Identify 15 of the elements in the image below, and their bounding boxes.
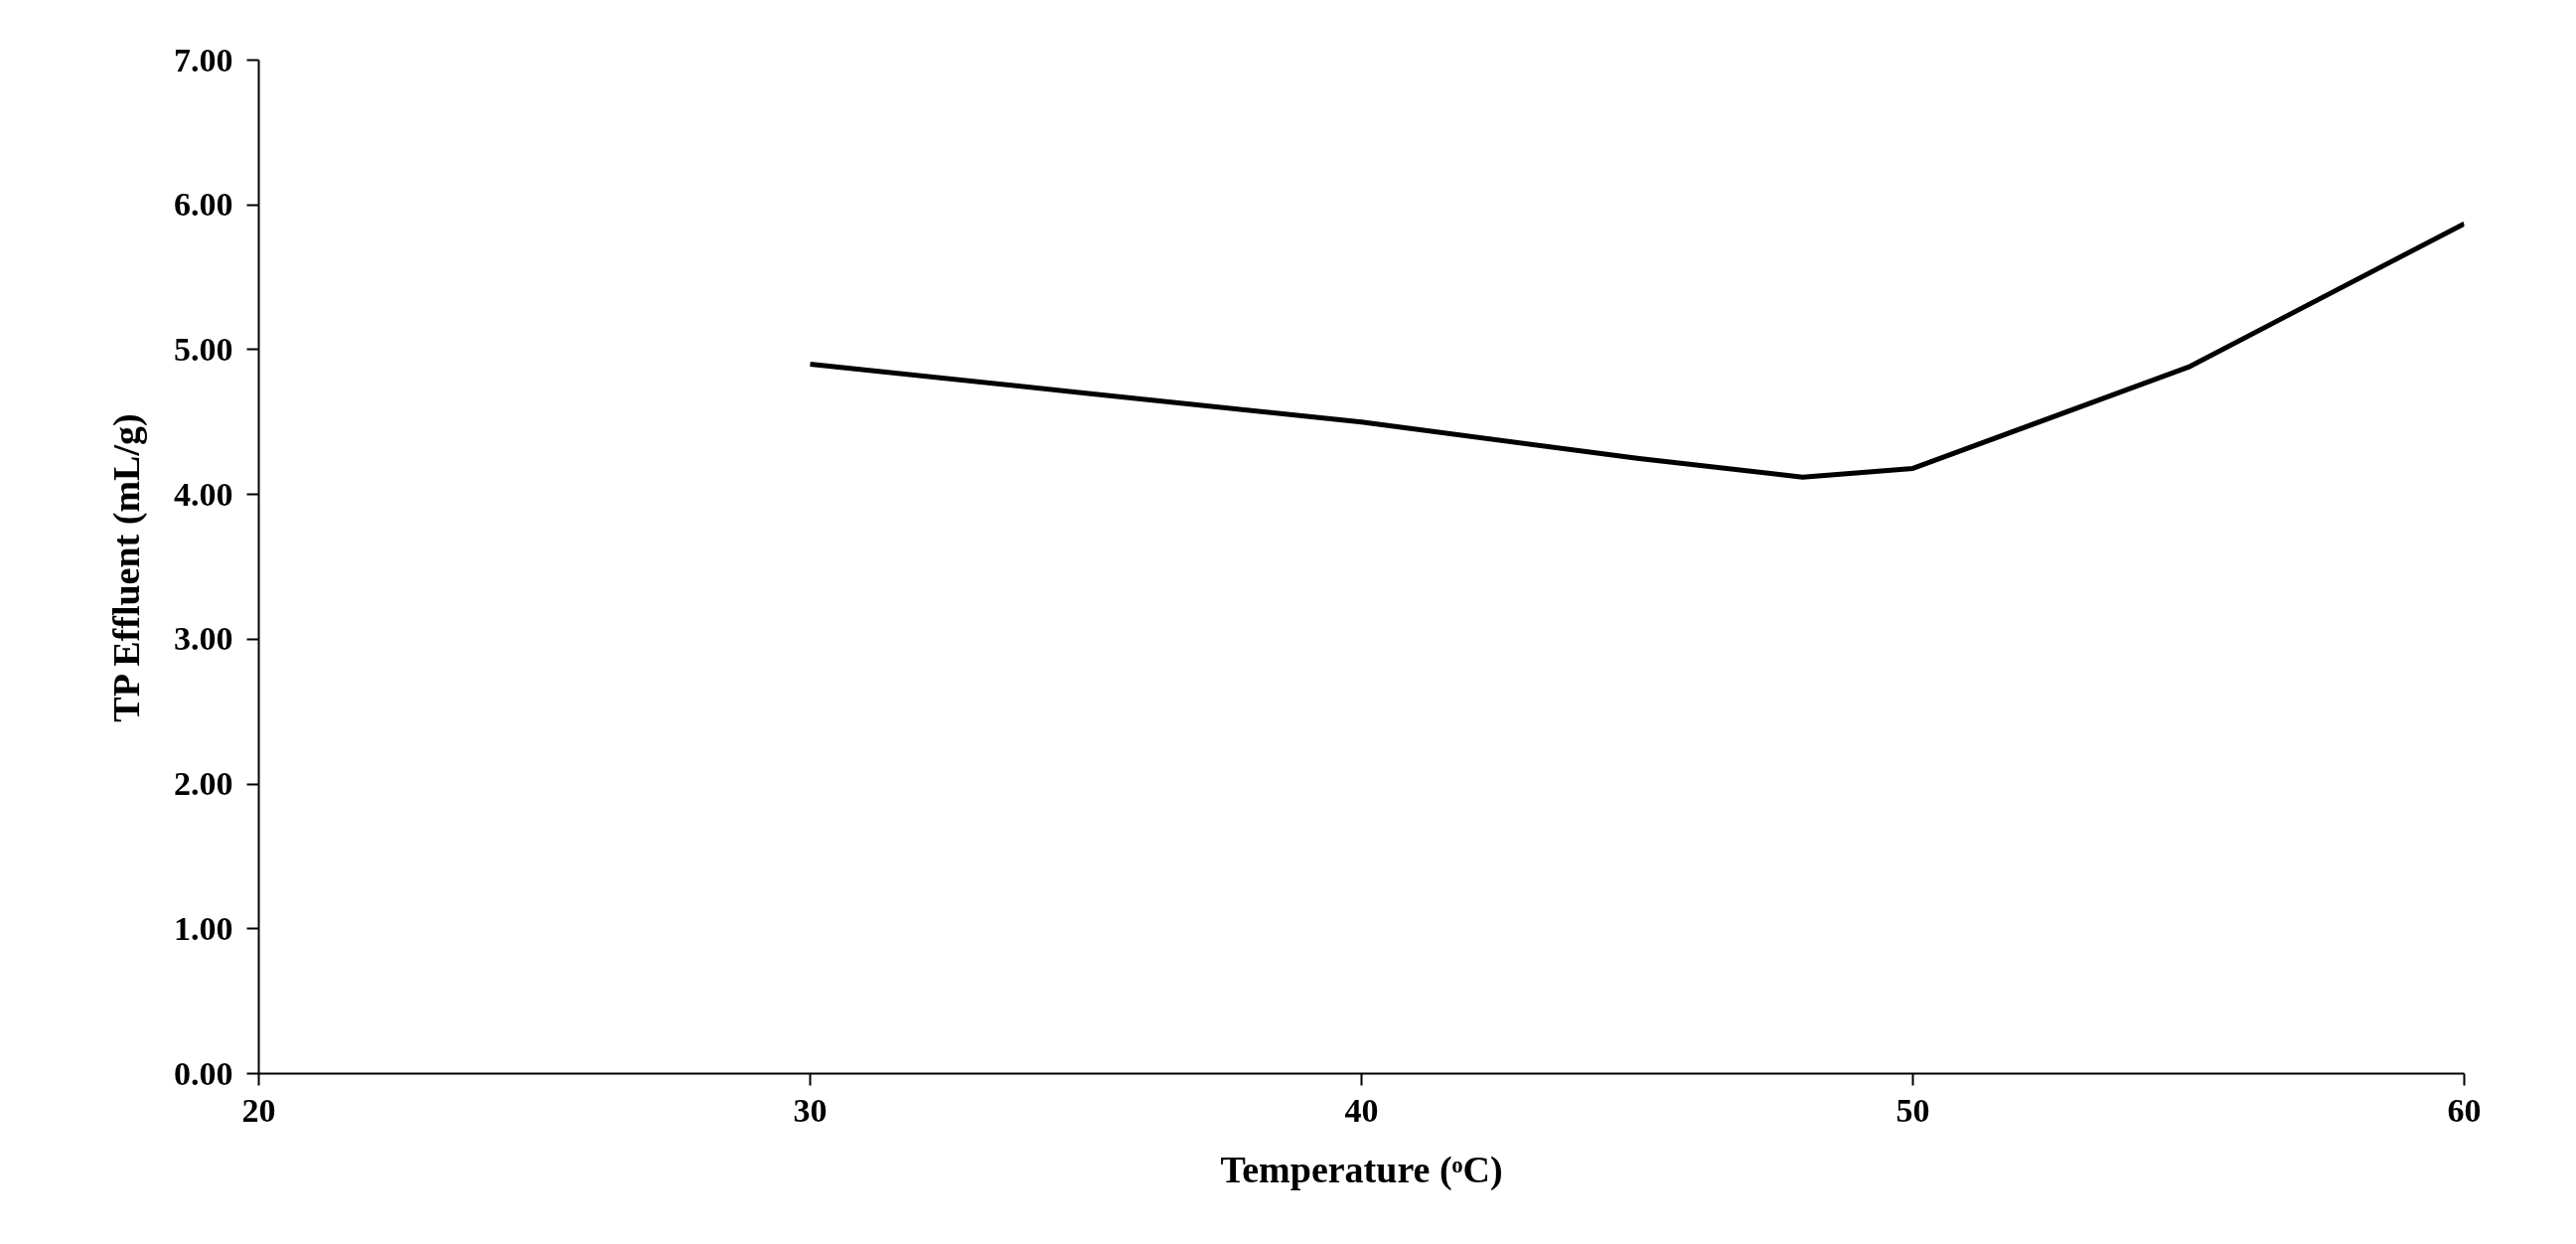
x-tick-label: 20: [241, 1091, 276, 1129]
y-tick-label: 4.00: [174, 475, 233, 513]
x-tick-label: 60: [2447, 1091, 2482, 1129]
y-tick-label: 0.00: [174, 1054, 233, 1092]
y-tick-label: 2.00: [174, 765, 233, 803]
x-tick-label: 50: [1895, 1091, 1930, 1129]
y-tick-label: 3.00: [174, 620, 233, 658]
y-tick-label: 6.00: [174, 186, 233, 224]
x-axis-title: Temperature (ᵒC): [1220, 1148, 1503, 1191]
y-tick-label: 5.00: [174, 330, 233, 368]
x-tick-label: 30: [793, 1091, 828, 1129]
y-tick-label: 7.00: [174, 41, 233, 78]
y-tick-label: 1.00: [174, 909, 233, 947]
y-axis-title: TP Effluent (mL/g): [105, 413, 148, 722]
x-tick-label: 40: [1344, 1091, 1379, 1129]
